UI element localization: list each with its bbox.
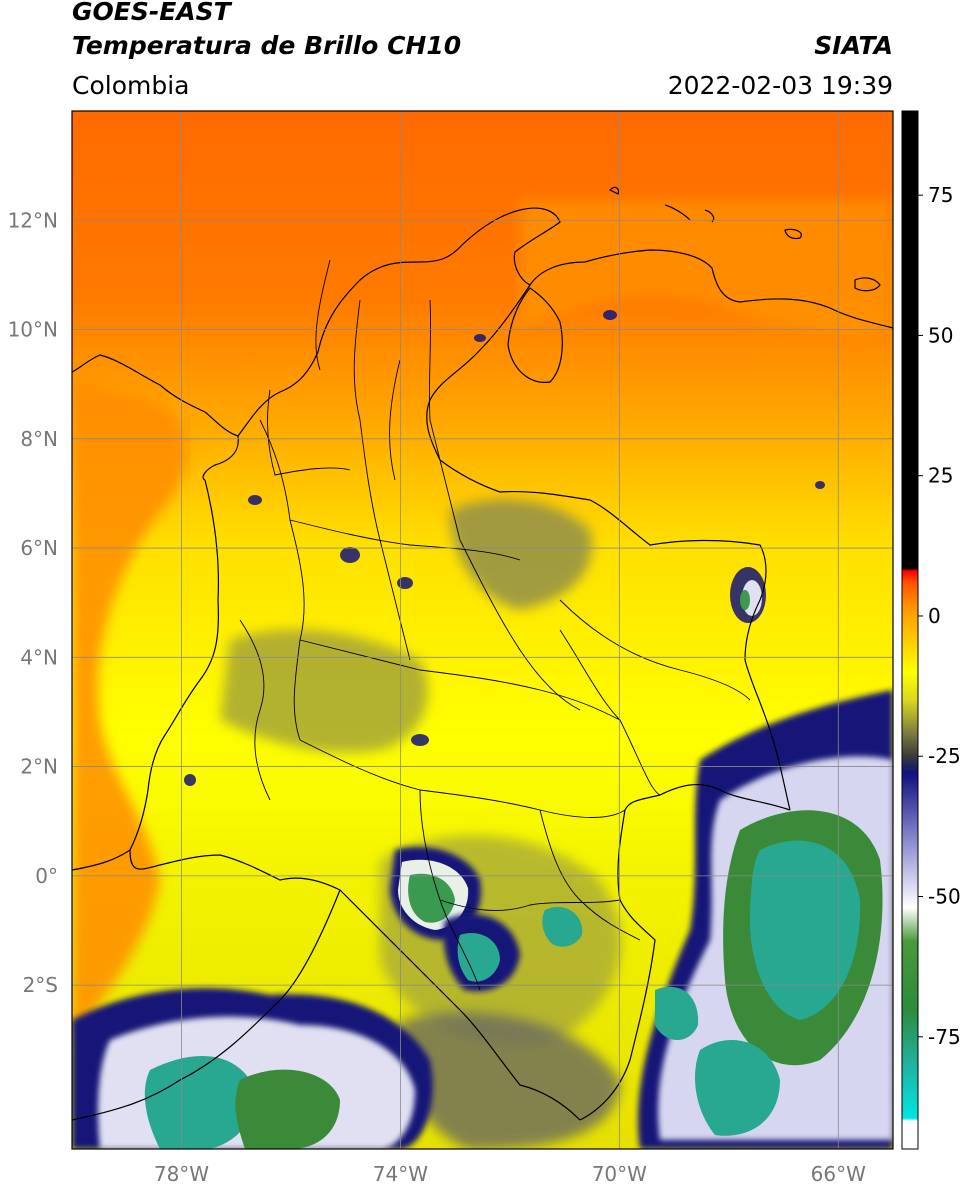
colorbar-tick-label: 75 (928, 183, 953, 207)
product-title: Temperatura de Brillo CH10 (72, 31, 462, 60)
venezuela-border (426, 284, 791, 811)
lat-tick-label: 0° (35, 864, 58, 888)
lat-tick-label: 10°N (8, 318, 58, 342)
longitude-labels: 78°W 74°W 70°W 66°W (154, 1162, 866, 1186)
lat-tick-label: 12°N (8, 208, 58, 232)
brightness-temperature-field (72, 111, 893, 1149)
bonaire (704, 209, 715, 223)
map-frame (71, 110, 894, 1150)
lon-tick-label: 74°W (373, 1162, 428, 1186)
cold-cloud-tops-amazon (390, 846, 583, 992)
lon-tick-label: 70°W (592, 1162, 647, 1186)
peru-ecuador-border (129, 849, 581, 1121)
caribbean-warm-area (520, 200, 893, 333)
panama-border (202, 435, 239, 481)
lat-tick-label: 6°N (20, 536, 58, 560)
trinidad (854, 277, 881, 292)
coastlines-and-borders (72, 186, 893, 1121)
lat-tick-label: 2°N (20, 755, 58, 779)
peru-southwest (72, 889, 341, 1121)
llanos-convection (450, 499, 592, 610)
colorbar (902, 111, 918, 1149)
lon-tick-label: 78°W (154, 1162, 209, 1186)
pacific-warm-area (72, 380, 188, 1040)
guajira-coast (529, 249, 893, 329)
satellite-title: GOES-EAST (72, 0, 231, 26)
lon-tick-label: 66°W (811, 1162, 866, 1186)
datetime-label: 2022-02-03 19:39 (667, 71, 893, 100)
curacao (664, 204, 691, 221)
cell-core-east-inner (740, 590, 750, 610)
cold-cloud-tops-southwest (72, 988, 433, 1149)
andes-convection (220, 629, 428, 753)
margarita (784, 228, 802, 240)
region-label: Colombia (72, 71, 190, 100)
pacific-coast (72, 354, 239, 871)
caribbean-coast (237, 207, 561, 437)
colorbar-frame (901, 110, 919, 1150)
cold-cloud-tops-southeast (638, 690, 893, 1149)
lat-tick-label: 2°S (23, 973, 58, 997)
colorbar-tick-label: -25 (928, 744, 961, 768)
department-borders (239, 259, 751, 991)
latitude-labels: 12°N 10°N 8°N 6°N 4°N 2°N 0° 2°S (8, 208, 58, 997)
aruba (609, 186, 620, 195)
lat-tick-label: 4°N (20, 645, 58, 669)
lake-maracaibo (507, 287, 563, 383)
colorbar-labels: 75 50 25 0 -25 -50 -75 (918, 183, 961, 1049)
agency-label: SIATA (814, 31, 893, 60)
colorbar-tick-label: 50 (928, 323, 953, 347)
brazil-border (579, 784, 791, 1121)
graticule (72, 111, 893, 1149)
colorbar-tick-label: 0 (928, 604, 941, 628)
colorbar-tick-label: -75 (928, 1025, 961, 1049)
colorbar-tick-label: 25 (928, 464, 953, 488)
colorbar-tick-label: -50 (928, 885, 961, 909)
lat-tick-label: 8°N (20, 427, 58, 451)
amazon-convection-south (400, 1012, 620, 1149)
